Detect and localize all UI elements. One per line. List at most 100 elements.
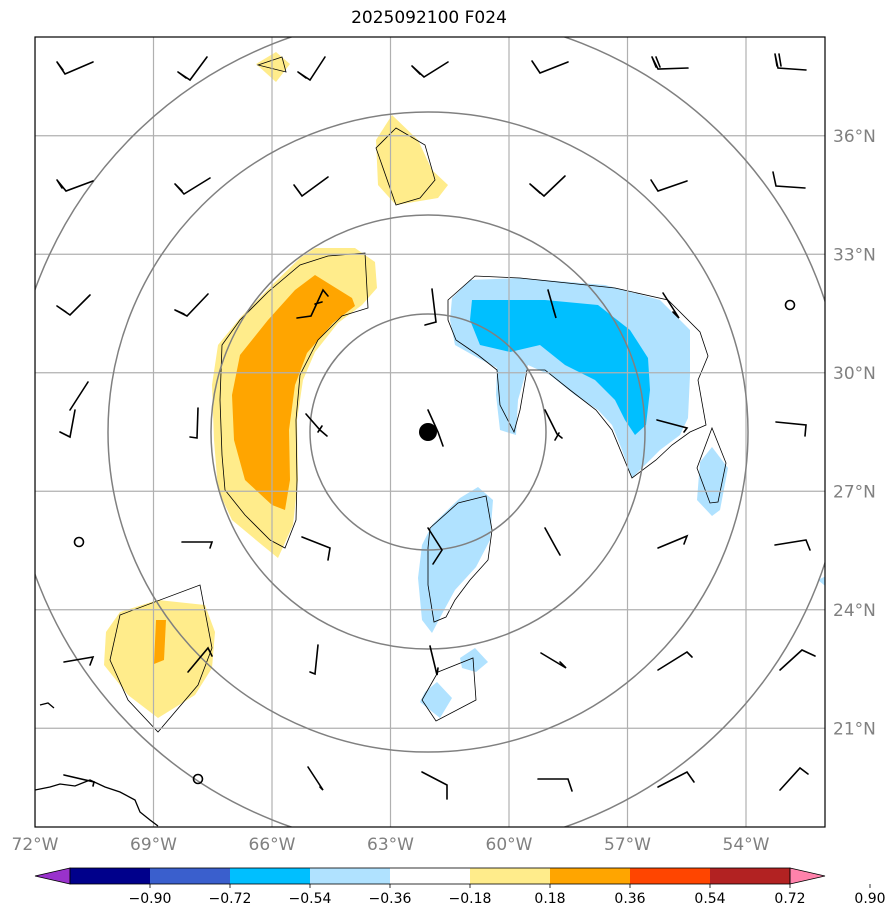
wind-barb bbox=[301, 536, 331, 561]
colorbar-swatch bbox=[70, 868, 150, 884]
x-tick-label: 63°W bbox=[367, 835, 414, 855]
colorbar-swatch bbox=[390, 868, 470, 884]
coastline bbox=[35, 779, 159, 827]
x-tick-label: 72°W bbox=[12, 835, 59, 855]
contour-fill-lightblue bbox=[420, 682, 452, 718]
colorbar-label: −0.36 bbox=[369, 891, 412, 907]
wind-barb bbox=[63, 774, 95, 787]
x-tick-label: 57°W bbox=[604, 835, 651, 855]
colorbar-swatch bbox=[310, 868, 390, 884]
range-ring bbox=[210, 214, 646, 650]
colorbar-label: 0.72 bbox=[774, 891, 805, 907]
wind-barb bbox=[656, 419, 689, 433]
colorbar-swatch bbox=[630, 868, 710, 884]
x-tick-label: 66°W bbox=[249, 835, 296, 855]
colorbar-label: −0.72 bbox=[209, 891, 252, 907]
wind-barb bbox=[529, 175, 566, 198]
contour-fill-orange bbox=[154, 620, 166, 664]
wind-barb bbox=[544, 527, 561, 556]
contour-line bbox=[447, 275, 709, 479]
range-ring bbox=[107, 111, 749, 753]
colorbar-label: −0.54 bbox=[289, 891, 332, 907]
x-tick-label: 69°W bbox=[130, 835, 177, 855]
y-tick-label: 30°N bbox=[833, 364, 876, 384]
wind-calm-circle bbox=[73, 536, 85, 548]
x-tick-label: 60°W bbox=[486, 835, 533, 855]
wind-barb bbox=[59, 381, 89, 439]
wind-barb bbox=[427, 527, 443, 565]
wind-barb bbox=[307, 766, 324, 791]
wind-barb bbox=[293, 176, 329, 198]
wind-barb bbox=[657, 534, 689, 549]
wind-calm-circle bbox=[192, 773, 204, 785]
wind-barb bbox=[772, 171, 806, 189]
wind-barb bbox=[174, 293, 209, 317]
y-tick-label: 21°N bbox=[833, 719, 876, 739]
wind-barb bbox=[297, 56, 326, 82]
wind-barb bbox=[540, 652, 567, 669]
contour-line bbox=[421, 657, 477, 722]
colorbar-label: 0.90 bbox=[854, 891, 885, 907]
storm-center-marker bbox=[419, 423, 437, 441]
coastline bbox=[39, 702, 55, 709]
chart-title: 2025092100 F024 bbox=[351, 8, 507, 28]
wind-barb bbox=[56, 294, 91, 317]
colorbar-frame bbox=[69, 867, 791, 885]
colorbar-extend-high bbox=[789, 867, 826, 885]
wind-calm-circle bbox=[784, 299, 796, 311]
colorbar-label: 0.18 bbox=[534, 891, 565, 907]
contour-line bbox=[375, 127, 436, 206]
range-ring bbox=[309, 313, 547, 551]
wind-barb bbox=[775, 421, 807, 437]
wind-barb bbox=[657, 770, 695, 788]
colorbar-swatch bbox=[470, 868, 550, 884]
wind-barb bbox=[547, 289, 557, 319]
wind-barb bbox=[305, 413, 328, 437]
colorbar-swatch bbox=[150, 868, 230, 884]
contour-fill-lightblue bbox=[460, 648, 488, 672]
wind-barb bbox=[411, 61, 449, 79]
wind-barb bbox=[424, 288, 437, 326]
wind-barb bbox=[181, 541, 214, 549]
contour-line bbox=[109, 584, 213, 733]
contour-fill-orange bbox=[232, 275, 355, 510]
colorbar-swatch bbox=[230, 868, 310, 884]
wind-barb bbox=[657, 650, 693, 671]
colorbar-label: 0.36 bbox=[614, 891, 645, 907]
x-tick-label: 54°W bbox=[723, 835, 770, 855]
wind-barb bbox=[56, 61, 94, 75]
wind-barb bbox=[662, 292, 680, 319]
colorbar-label: −0.18 bbox=[449, 891, 492, 907]
contour-fill-lightblue bbox=[818, 576, 825, 586]
wind-barb bbox=[774, 539, 811, 551]
wind-barb bbox=[650, 179, 688, 192]
colorbar-swatch bbox=[550, 868, 630, 884]
wind-barb bbox=[427, 409, 444, 447]
wind-barb bbox=[531, 60, 569, 74]
contour-fill-yellow bbox=[256, 52, 290, 82]
contour-line bbox=[219, 252, 369, 549]
plot-frame bbox=[34, 36, 826, 828]
wind-barb bbox=[544, 409, 563, 441]
wind-barb bbox=[63, 655, 95, 666]
wind-barb bbox=[651, 56, 689, 70]
y-tick-label: 36°N bbox=[833, 127, 876, 147]
y-tick-label: 27°N bbox=[833, 482, 876, 502]
contour-fill-yellow bbox=[376, 115, 448, 205]
contour-line bbox=[427, 495, 493, 623]
wind-barb bbox=[421, 771, 448, 800]
colorbar-swatch bbox=[710, 868, 790, 884]
y-tick-label: 24°N bbox=[833, 601, 876, 621]
wind-barb bbox=[177, 56, 208, 82]
wind-barb bbox=[779, 766, 809, 791]
colorbar-label: −0.90 bbox=[129, 891, 172, 907]
wind-barb bbox=[187, 646, 213, 673]
contour-fill-blue bbox=[470, 300, 650, 435]
wind-barb bbox=[189, 407, 199, 439]
contour-fill-lightblue bbox=[418, 487, 493, 633]
wind-barb bbox=[537, 778, 573, 792]
wind-barb bbox=[429, 645, 439, 676]
contour-line bbox=[696, 426, 727, 504]
colorbar-label: 0.54 bbox=[694, 891, 725, 907]
